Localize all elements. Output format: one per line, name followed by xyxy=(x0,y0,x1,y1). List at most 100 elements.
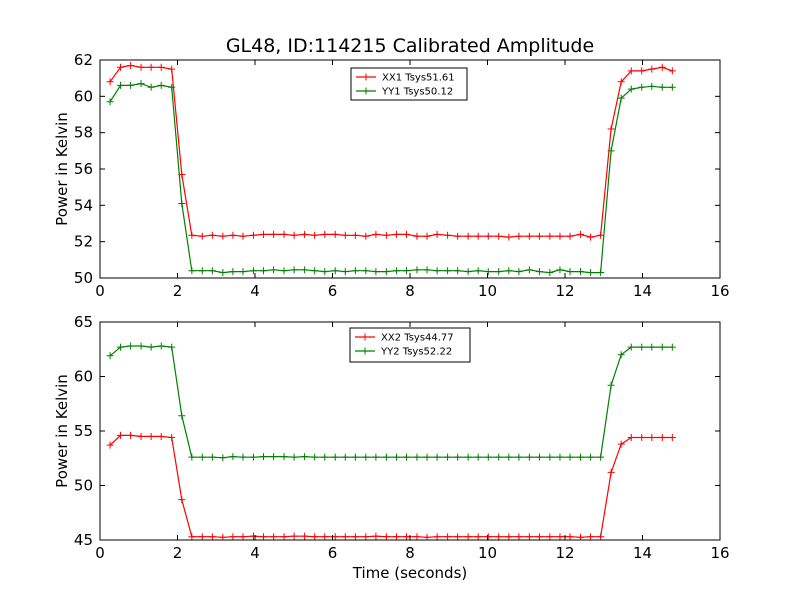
x-tick-label: 0 xyxy=(95,544,105,562)
bottom-panel: 0 2 4 6 8 10 12 14 16 45 50 55 60 65 Power in Kelvin Ti… xyxy=(53,313,730,582)
series-2-point xyxy=(505,453,513,461)
x-tick-label: 10 xyxy=(478,282,497,300)
series-1-point xyxy=(208,231,216,239)
series-2-point xyxy=(260,453,268,461)
series-1-point xyxy=(157,432,165,440)
series-2-point xyxy=(331,267,339,275)
series-1-point xyxy=(505,533,513,540)
series-1-point xyxy=(474,533,482,540)
series-1-point xyxy=(168,434,176,442)
series-2-point xyxy=(301,266,309,274)
series-1-point xyxy=(198,232,206,240)
series-2-point xyxy=(362,267,370,275)
series-2-point xyxy=(321,268,329,276)
series-2-point xyxy=(147,83,155,91)
series-1-point xyxy=(137,63,145,71)
series-2-point xyxy=(464,268,472,276)
y-tick-label: 50 xyxy=(74,477,93,495)
x-tick-label: 0 xyxy=(95,282,105,300)
series-2-point xyxy=(341,268,349,276)
x-tick-label: 16 xyxy=(710,282,729,300)
series-1-point xyxy=(260,533,268,540)
series-1-point xyxy=(484,533,492,540)
series-2-point xyxy=(219,269,227,277)
series-2-point xyxy=(627,85,635,93)
series-1-point xyxy=(515,533,523,540)
series-2-point xyxy=(433,267,441,275)
series-2-point xyxy=(454,267,462,275)
series-1-point xyxy=(260,230,268,238)
series-2-point xyxy=(239,268,247,276)
series-1-point xyxy=(321,533,329,540)
series-1-point xyxy=(106,441,114,449)
series-1-point xyxy=(535,533,543,540)
series-1-point xyxy=(668,67,676,75)
series-2-point xyxy=(668,343,676,351)
series-1-point xyxy=(505,233,513,241)
series-1-point xyxy=(474,232,482,240)
series-2-point xyxy=(280,267,288,275)
series-2-point xyxy=(106,352,114,360)
series-1-point xyxy=(444,231,452,239)
series-2-point xyxy=(525,453,533,461)
series-2-point xyxy=(515,268,523,276)
series-1-point xyxy=(351,231,359,239)
series-2-point xyxy=(587,269,595,277)
series-1-point xyxy=(270,533,278,540)
x-axis-label: Time (seconds) xyxy=(352,564,468,582)
y-tick-label: 54 xyxy=(74,196,93,214)
series-1-point xyxy=(127,431,135,439)
series-2-point xyxy=(617,351,625,359)
series-1-point xyxy=(403,533,411,540)
series-2-point xyxy=(311,453,319,461)
series-1-point xyxy=(423,232,431,240)
series-1-point xyxy=(311,533,319,540)
series-2-point xyxy=(392,453,400,461)
series-1-point xyxy=(270,230,278,238)
series-2-point xyxy=(474,267,482,275)
series-1-point xyxy=(362,533,370,540)
series-1-point xyxy=(587,533,595,540)
series-2-point xyxy=(249,453,257,461)
legend-swatch-marker xyxy=(362,73,370,81)
series-2-point xyxy=(351,267,359,275)
top-panel: 0 2 4 6 8 10 12 14 16 50 52 54 56 58 60 62 Power in Kelv… xyxy=(53,51,730,300)
series-2-point xyxy=(362,453,370,461)
legend-swatch-marker xyxy=(362,87,370,95)
x-tick-label: 10 xyxy=(478,544,497,562)
series-2-point xyxy=(290,266,298,274)
plot-area xyxy=(106,342,676,540)
series-2-point xyxy=(587,453,595,461)
series-2-point xyxy=(577,268,584,276)
series-2-point xyxy=(372,268,380,276)
x-tick-label: 2 xyxy=(173,282,183,300)
series-2-point xyxy=(270,453,278,461)
series-1-point xyxy=(341,231,349,239)
series-2-point xyxy=(127,342,135,350)
series-2-point xyxy=(301,453,309,461)
series-2-point xyxy=(137,342,145,350)
series-2-point xyxy=(546,269,554,277)
y-tick-label: 56 xyxy=(74,160,93,178)
series-1-point xyxy=(515,232,523,240)
series-2-point xyxy=(535,268,543,276)
series-1-point xyxy=(638,67,646,75)
series-2-point xyxy=(127,81,135,89)
series-2-point xyxy=(423,453,431,461)
y-axis-label: Power in Kelvin xyxy=(53,112,71,226)
series-2-point xyxy=(321,453,329,461)
x-tick-label: 12 xyxy=(555,544,574,562)
series-2-point xyxy=(474,453,482,461)
series-2-point xyxy=(464,453,472,461)
series-2-point xyxy=(382,268,390,276)
series-2-point xyxy=(454,453,462,461)
series-1-point xyxy=(556,533,564,540)
series-2-point xyxy=(423,266,431,274)
legend-swatch-marker xyxy=(361,333,369,341)
series-1-point xyxy=(219,232,227,240)
series-1-point xyxy=(301,532,309,540)
series-1-point xyxy=(372,230,380,238)
series-2-point xyxy=(546,453,554,461)
series-1-point xyxy=(280,230,288,238)
series-1-point xyxy=(351,533,359,540)
